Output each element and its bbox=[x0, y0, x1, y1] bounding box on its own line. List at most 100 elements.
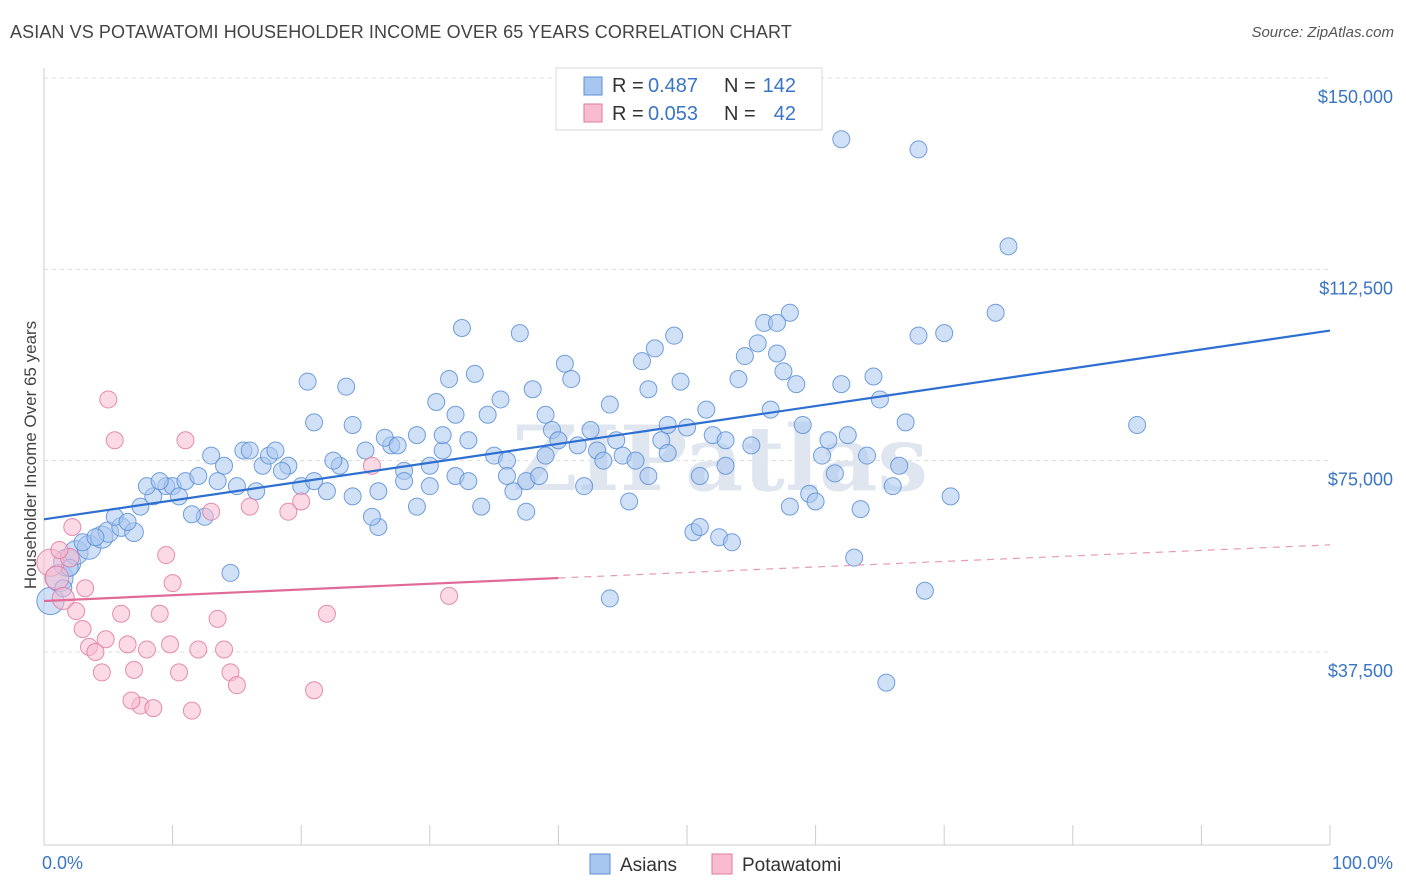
asians-point-156 bbox=[639, 466, 658, 485]
asians-point-80 bbox=[620, 492, 639, 511]
potawatomi-point-41 bbox=[161, 635, 180, 654]
asians-point-30 bbox=[343, 487, 362, 506]
y-tick-label-0: $37,500 bbox=[1328, 661, 1393, 681]
potawatomi-point-33 bbox=[317, 604, 336, 623]
bottom-legend-swatch-potawatomi bbox=[711, 853, 733, 875]
potawatomi-point-28 bbox=[227, 676, 246, 695]
asians-point-52 bbox=[440, 370, 459, 389]
asians-point-87 bbox=[665, 326, 684, 345]
asians-point-42 bbox=[305, 413, 324, 432]
grid-lines bbox=[44, 77, 1330, 653]
asians-point-122 bbox=[896, 413, 915, 432]
asians-point-147 bbox=[272, 461, 291, 480]
asians-point-124 bbox=[915, 581, 934, 600]
trend-line-potawatomi bbox=[43, 576, 559, 603]
asians-point-83 bbox=[639, 380, 658, 399]
asians-point-100 bbox=[748, 334, 767, 353]
asians-point-98 bbox=[735, 347, 754, 366]
asians-point-74 bbox=[581, 421, 600, 440]
asians-point-32 bbox=[369, 482, 388, 501]
asians-point-157 bbox=[324, 451, 343, 470]
asians-point-82 bbox=[632, 352, 651, 371]
asians-point-125 bbox=[935, 324, 954, 343]
asians-point-71 bbox=[562, 370, 581, 389]
asians-point-31 bbox=[356, 441, 375, 460]
legend: R = 0.487 N = 142 R = 0.053 N = 42 bbox=[555, 67, 823, 131]
asians-point-127 bbox=[986, 303, 1005, 322]
potawatomi-point-35 bbox=[440, 586, 459, 605]
asians-point-21 bbox=[240, 441, 259, 460]
y-tick-label-3: $150,000 bbox=[1318, 87, 1393, 107]
asians-point-123 bbox=[909, 326, 928, 345]
potawatomi-point-37 bbox=[50, 540, 69, 559]
potawatomi-point-18 bbox=[157, 546, 176, 565]
asians-point-103 bbox=[768, 344, 787, 363]
legend-n-label-2: N = bbox=[724, 103, 756, 125]
asians-point-89 bbox=[678, 418, 696, 437]
asians-point-130 bbox=[909, 140, 928, 159]
bottom-legend-asians: Asians bbox=[620, 855, 677, 876]
asians-point-133 bbox=[517, 502, 536, 521]
asians-point-107 bbox=[793, 415, 812, 434]
asians-point-62 bbox=[504, 482, 523, 501]
asians-point-47 bbox=[395, 472, 414, 491]
asians-point-115 bbox=[845, 548, 864, 567]
asians-point-91 bbox=[690, 466, 709, 485]
asians-point-46 bbox=[388, 436, 407, 455]
asians-point-152 bbox=[690, 517, 709, 536]
chart-title: ASIAN VS POTAWATOMI HOUSEHOLDER INCOME O… bbox=[10, 22, 792, 42]
asians-point-135 bbox=[600, 589, 619, 608]
asians-point-118 bbox=[864, 367, 883, 386]
asians-point-142 bbox=[86, 528, 105, 547]
asians-point-119 bbox=[870, 390, 889, 409]
bottom-legend-swatch-asians bbox=[589, 853, 611, 875]
asians-point-88 bbox=[671, 372, 690, 391]
asians-point-143 bbox=[118, 512, 137, 531]
x-tick-labels: 0.0% 100.0% bbox=[42, 853, 1393, 873]
potawatomi-point-24 bbox=[202, 502, 221, 521]
asians-point-102 bbox=[761, 400, 780, 419]
potawatomi-point-11 bbox=[112, 604, 131, 623]
asians-point-73 bbox=[575, 477, 594, 496]
x-tick-label-0: 0.0% bbox=[42, 853, 83, 873]
series-asians bbox=[36, 130, 1147, 692]
asians-point-41 bbox=[298, 372, 317, 391]
asians-point-112 bbox=[825, 464, 844, 483]
series-potawatomi bbox=[36, 390, 459, 720]
legend-r-label-1: R = bbox=[612, 75, 644, 97]
asians-point-120 bbox=[877, 673, 896, 692]
asians-point-67 bbox=[536, 405, 555, 424]
asians-point-24 bbox=[266, 441, 285, 460]
potawatomi-point-8 bbox=[92, 663, 111, 682]
asians-point-149 bbox=[497, 466, 516, 485]
asians-point-49 bbox=[420, 456, 439, 475]
asians-point-58 bbox=[478, 405, 497, 424]
asians-point-104 bbox=[774, 362, 793, 381]
asians-point-40 bbox=[221, 563, 240, 582]
asians-point-131 bbox=[1128, 415, 1147, 434]
potawatomi-point-38 bbox=[76, 579, 95, 598]
potawatomi-point-13 bbox=[125, 660, 144, 679]
y-axis-label: Householder Income Over 65 years bbox=[21, 321, 40, 589]
asians-point-155 bbox=[883, 477, 902, 496]
asians-point-151 bbox=[658, 444, 677, 463]
asians-point-14 bbox=[189, 466, 208, 485]
asians-point-105 bbox=[780, 303, 799, 322]
asians-point-77 bbox=[600, 395, 619, 414]
asians-point-154 bbox=[780, 497, 799, 516]
asians-point-53 bbox=[446, 405, 465, 424]
asians-point-86 bbox=[658, 415, 677, 434]
potawatomi-point-40 bbox=[122, 691, 141, 710]
legend-n-value-1: 142 bbox=[763, 75, 796, 97]
asians-point-84 bbox=[645, 339, 664, 358]
asians-point-81 bbox=[626, 451, 645, 470]
potawatomi-point-7 bbox=[86, 643, 105, 661]
asians-point-110 bbox=[813, 446, 832, 465]
asians-point-136 bbox=[182, 505, 201, 524]
asians-point-48 bbox=[407, 426, 426, 445]
bottom-legend: Asians Potawatomi bbox=[589, 853, 841, 876]
asians-point-51 bbox=[433, 426, 452, 445]
potawatomi-point-1 bbox=[44, 565, 70, 591]
asians-point-109 bbox=[806, 492, 825, 511]
